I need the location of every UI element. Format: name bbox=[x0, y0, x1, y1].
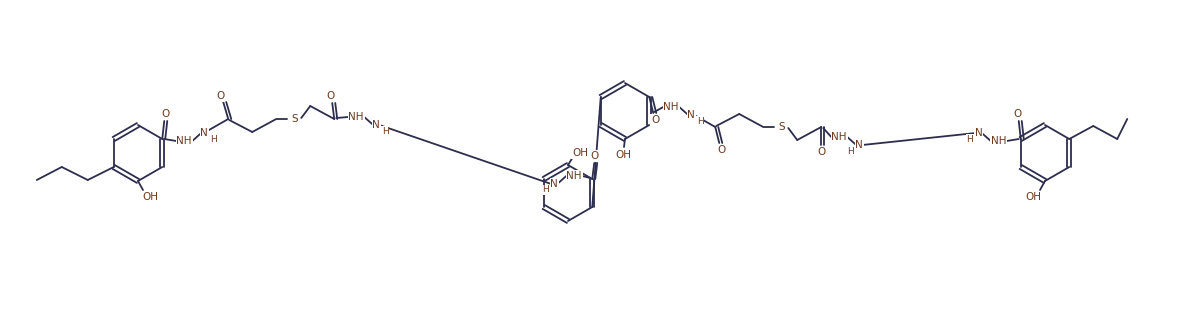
Text: NH: NH bbox=[566, 171, 583, 181]
Text: OH: OH bbox=[614, 150, 631, 160]
Text: NH: NH bbox=[831, 132, 847, 142]
Text: S: S bbox=[291, 114, 297, 124]
Text: NH: NH bbox=[991, 136, 1006, 146]
Text: H: H bbox=[966, 134, 973, 143]
Text: H: H bbox=[847, 147, 854, 156]
Text: O: O bbox=[590, 151, 598, 161]
Text: N: N bbox=[855, 140, 863, 150]
Text: S: S bbox=[778, 122, 785, 132]
Text: NH: NH bbox=[663, 102, 678, 112]
Text: N: N bbox=[688, 110, 695, 120]
Text: O: O bbox=[217, 91, 225, 101]
Text: NH: NH bbox=[176, 136, 192, 146]
Text: N: N bbox=[551, 179, 558, 189]
Text: H: H bbox=[542, 185, 548, 194]
Text: NH: NH bbox=[348, 112, 363, 122]
Text: OH: OH bbox=[142, 192, 157, 202]
Text: N: N bbox=[974, 128, 983, 138]
Text: OH: OH bbox=[1025, 192, 1041, 202]
Text: O: O bbox=[161, 109, 169, 119]
Text: OH: OH bbox=[572, 148, 588, 158]
Text: O: O bbox=[718, 145, 726, 155]
Text: H: H bbox=[697, 117, 703, 126]
Text: O: O bbox=[817, 147, 825, 157]
Text: H: H bbox=[382, 127, 388, 136]
Text: N: N bbox=[373, 120, 380, 130]
Text: O: O bbox=[1014, 109, 1022, 119]
Text: O: O bbox=[651, 115, 659, 125]
Text: H: H bbox=[210, 134, 217, 143]
Text: N: N bbox=[200, 128, 208, 138]
Text: O: O bbox=[326, 91, 334, 101]
